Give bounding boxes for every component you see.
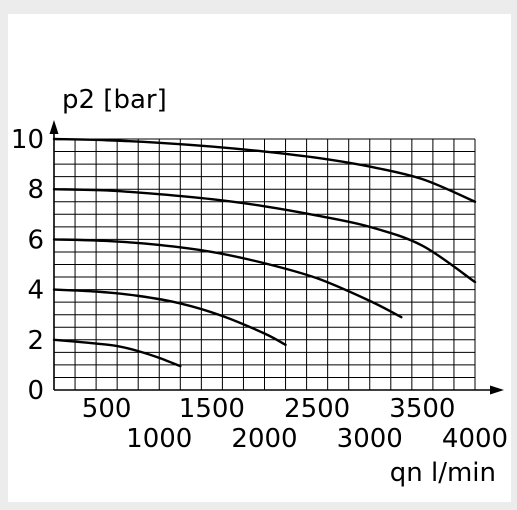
x-axis-title: qn l/min bbox=[390, 458, 496, 488]
y-tick-label: 8 bbox=[27, 175, 44, 205]
series-lines bbox=[52, 137, 477, 368]
x-tick-label: 1000 bbox=[126, 424, 192, 454]
y-tick-label: 6 bbox=[27, 225, 44, 255]
x-tick-label: 3000 bbox=[337, 424, 403, 454]
series-line-1 bbox=[52, 338, 182, 368]
y-axis-title: p2 [bar] bbox=[62, 85, 167, 115]
y-axis-arrowhead bbox=[49, 120, 59, 134]
axes bbox=[49, 120, 504, 395]
series-line-3 bbox=[52, 238, 403, 319]
grid bbox=[54, 138, 476, 390]
x-axis-arrowhead bbox=[490, 385, 504, 395]
x-tick-label: 2500 bbox=[284, 394, 350, 424]
series-line-5 bbox=[52, 137, 477, 203]
series-line-2 bbox=[52, 288, 287, 347]
x-tick-label: 2000 bbox=[231, 424, 297, 454]
x-tick-label: 500 bbox=[82, 394, 132, 424]
y-tick-label: 0 bbox=[27, 376, 44, 406]
series-line-4 bbox=[52, 188, 477, 284]
y-tick-label: 10 bbox=[11, 125, 44, 155]
y-tick-label: 2 bbox=[27, 326, 44, 356]
x-tick-label: 4000 bbox=[442, 424, 508, 454]
x-tick-label: 3500 bbox=[389, 394, 455, 424]
y-tick-label: 4 bbox=[27, 276, 44, 306]
x-tick-label: 1500 bbox=[179, 394, 245, 424]
chart-panel bbox=[8, 14, 511, 502]
